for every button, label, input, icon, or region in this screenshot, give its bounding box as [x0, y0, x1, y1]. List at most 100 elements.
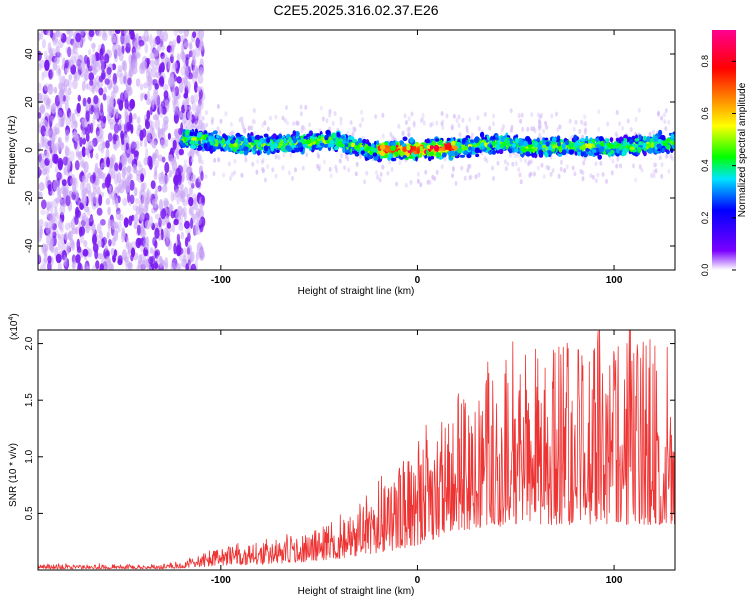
- spectrogram-faint-cell: [339, 120, 343, 126]
- spectrogram-faint-cell: [616, 155, 620, 161]
- spectrogram-noise-cell: [122, 230, 126, 240]
- spectrogram-noise-cell: [189, 217, 194, 229]
- spectrogram-noise-cell: [178, 30, 184, 34]
- spectrogram-noise-cell: [161, 184, 168, 193]
- spectrogram-noise-cell: [58, 90, 64, 103]
- spectrogram-noise-cell: [116, 183, 123, 192]
- spectrogram-noise-cell: [172, 104, 176, 113]
- spectrogram-faint-cell: [228, 176, 232, 181]
- spectrogram-noise-cell: [110, 219, 116, 226]
- spectrogram-faint-cell: [409, 180, 413, 185]
- spectrogram-noise-cell: [60, 117, 64, 128]
- spectrogram-noise-cell: [135, 44, 141, 51]
- spectrogram-faint-cell: [299, 104, 303, 110]
- spectrogram-noise-cell: [57, 187, 62, 198]
- spectrogram-faint-cell: [477, 172, 481, 178]
- spectrogram-ridge-cell: [306, 133, 310, 138]
- spectrogram-noise-cell: [183, 30, 189, 38]
- spectrogram-ridge-cell: [494, 137, 499, 141]
- spectrogram-noise-cell: [145, 130, 151, 142]
- spectrogram-faint-cell: [296, 120, 300, 126]
- spectrogram-ridge-cell: [634, 138, 640, 142]
- spectrogram-faint-cell: [502, 124, 505, 129]
- spectrogram-noise-cell: [92, 233, 97, 246]
- spectrogram-noise-cell: [93, 105, 99, 113]
- spectrogram-faint-cell: [663, 119, 667, 125]
- spectrogram-noise-cell: [55, 253, 62, 264]
- spectrogram-faint-cell: [463, 175, 467, 181]
- spectrogram-noise-cell: [184, 68, 190, 80]
- snr-y-multiplier: (x104): [8, 313, 20, 340]
- spectrogram-ridge-cell: [210, 141, 214, 146]
- spectrogram-noise-cell: [129, 98, 136, 110]
- spectrogram-ridge-cell: [533, 153, 538, 159]
- spectrogram-ridge-cell: [366, 146, 372, 151]
- spectrogram-faint-cell: [652, 162, 656, 168]
- spectrogram-noise-cell: [171, 88, 176, 99]
- spectrogram-noise-cell: [97, 143, 104, 152]
- spectrogram-noise-cell: [52, 153, 57, 164]
- spectrogram-noise-cell: [46, 30, 51, 36]
- spectrogram-noise-cell: [164, 138, 169, 148]
- spectrogram-noise-cell: [183, 212, 187, 222]
- spectrogram-noise-cell: [145, 199, 149, 210]
- spectrogram-ridge-cell: [309, 130, 313, 137]
- spectrogram-faint-cell: [426, 179, 430, 185]
- spectrogram-faint-cell: [187, 151, 191, 157]
- spectrogram-faint-cell: [322, 159, 326, 165]
- spectrogram-noise-cell: [193, 93, 199, 103]
- spectrogram-ridge-cell: [188, 131, 195, 137]
- spectrogram-noise-cell: [38, 112, 42, 119]
- spectrogram-faint-cell: [349, 120, 353, 125]
- spectrogram-noise-cell: [152, 114, 159, 121]
- spectrogram-ridge-cell: [247, 136, 252, 143]
- spectrogram-faint-cell: [536, 165, 540, 171]
- spectrogram-noise-cell: [53, 86, 58, 94]
- spectrogram-ridge-cell: [551, 136, 557, 143]
- spectrogram-faint-cell: [549, 171, 553, 177]
- spectrogram-noise-cell: [91, 53, 97, 65]
- spectrogram-faint-cell: [440, 121, 444, 127]
- spectrogram-noise-cell: [196, 218, 202, 226]
- spectrogram-noise-cell: [41, 199, 47, 210]
- snr-frame: [37, 329, 676, 571]
- spectrogram-noise-cell: [178, 148, 184, 156]
- spectrogram-faint-cell: [594, 178, 598, 184]
- spectrogram-noise-cell: [149, 60, 155, 68]
- spectrogram-noise-cell: [148, 256, 154, 265]
- spectrogram-ridge-cell: [432, 140, 436, 146]
- spectrogram-faint-cell: [379, 171, 383, 177]
- spectrogram-noise-cell: [100, 172, 105, 179]
- spectrogram-ridge-cell: [454, 145, 458, 151]
- spectrogram-faint-cell: [251, 161, 255, 167]
- spectrogram-noise-cell: [41, 71, 45, 81]
- spectrogram-ridge-cell: [220, 146, 224, 152]
- spectrogram-faint-cell: [316, 152, 320, 158]
- spectrogram-noise-cell: [146, 190, 152, 201]
- spectrogram-noise-cell: [157, 154, 163, 162]
- spectrogram-faint-cell: [410, 111, 414, 117]
- spectrogram-faint-cell: [187, 119, 191, 125]
- spectrogram-faint-cell: [596, 172, 600, 178]
- spectrogram-noise-cell: [180, 66, 186, 76]
- spectrogram-faint-cell: [445, 113, 449, 119]
- spectrogram-noise-cell: [189, 251, 195, 263]
- spectrogram-noise-cell: [80, 60, 86, 73]
- spectrogram-noise-cell: [63, 232, 69, 241]
- spectrogram-noise-cell: [149, 106, 153, 116]
- spectrogram-faint-cell: [335, 168, 339, 174]
- spectrogram-ridge-cell: [585, 135, 589, 141]
- spectrogram-noise-cell: [137, 224, 141, 236]
- spectrogram-faint-cell: [571, 165, 575, 171]
- spectrogram-ridge-cell: [349, 136, 355, 141]
- spectrogram-noise-cell: [86, 56, 90, 69]
- spectrogram-noise-cell: [144, 242, 150, 250]
- spectrogram-noise-cell: [101, 32, 108, 41]
- spectrogram-noise-cell: [137, 260, 141, 269]
- spectrogram-noise-cell: [77, 94, 82, 102]
- spectrogram-noise-cell: [89, 174, 96, 184]
- spectrogram-noise-cell: [138, 200, 143, 212]
- spectrogram-noise-cell: [79, 30, 85, 37]
- spectrogram-noise-cell: [60, 226, 64, 233]
- spectrogram-ridge-cell: [564, 140, 570, 146]
